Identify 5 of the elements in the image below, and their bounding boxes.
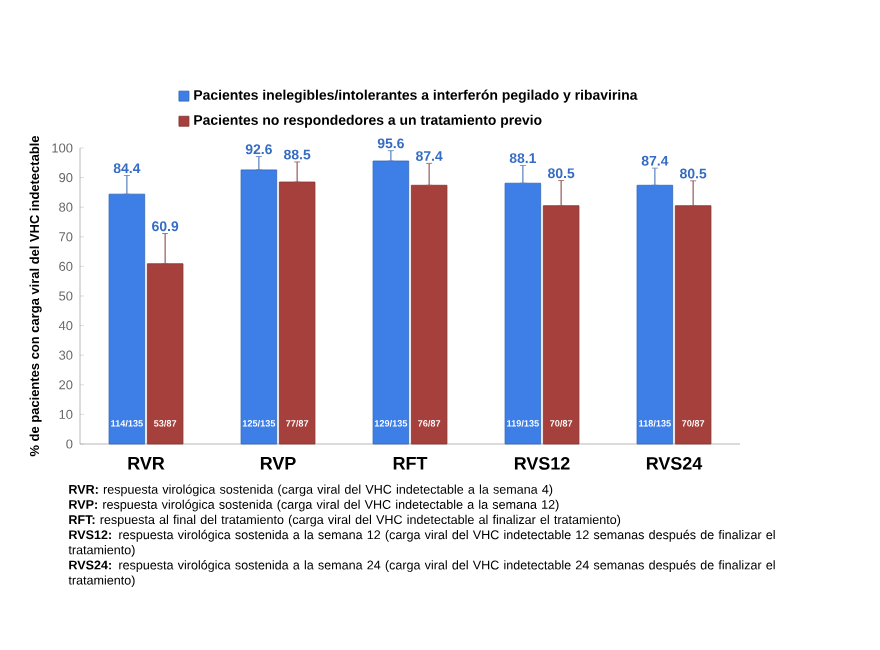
x-tick-label: RVS24 [646, 457, 703, 470]
x-tick-label: RVR [128, 457, 165, 470]
x-tick-label: RVS12 [514, 457, 570, 470]
x-tick-label: RFT [393, 457, 428, 470]
x-tick-label: RVP [260, 457, 296, 470]
